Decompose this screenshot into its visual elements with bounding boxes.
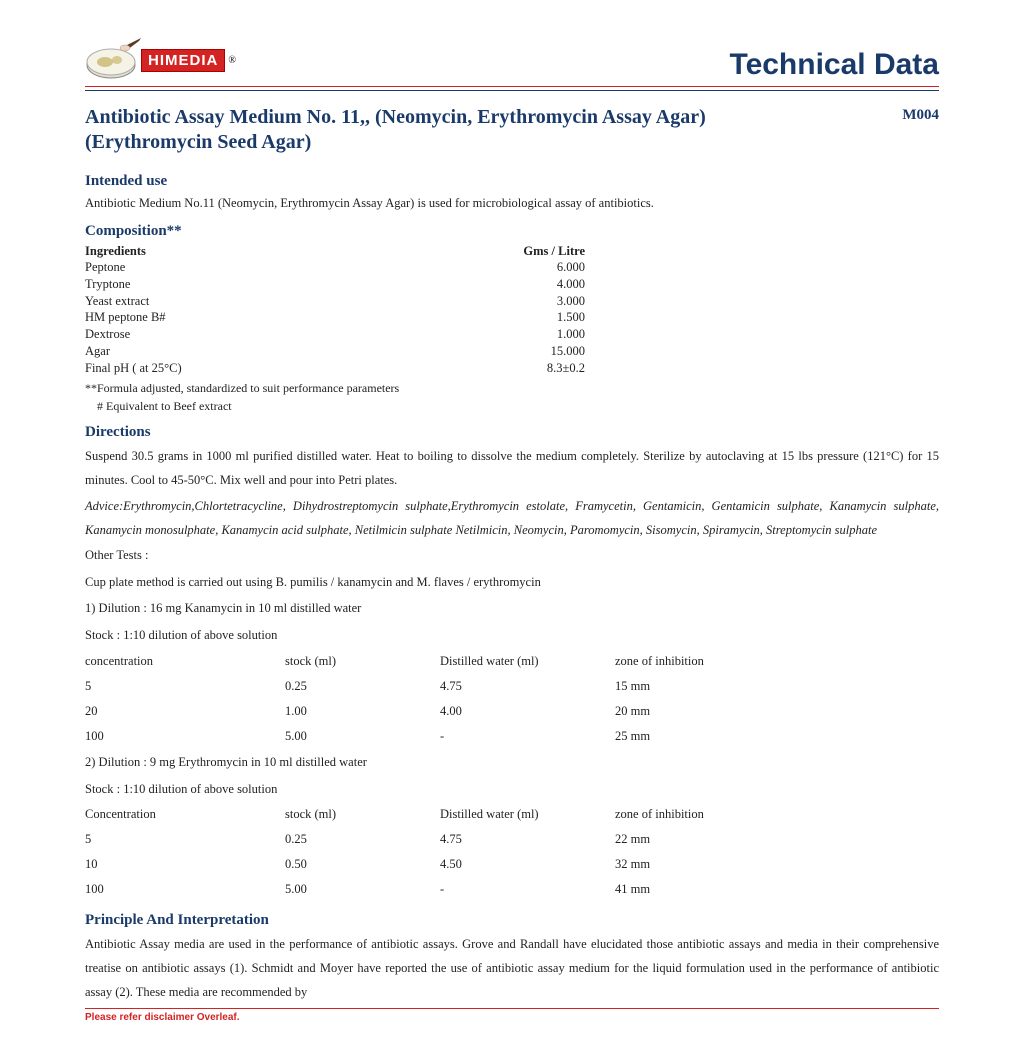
ingredient-value: 4.000 xyxy=(465,276,585,293)
dil2-conc: 100 xyxy=(85,877,285,902)
header-title: Technical Data xyxy=(729,48,939,82)
stock-1-label: Stock : 1:10 dilution of above solution xyxy=(85,626,939,645)
brand-name: HIMEDIA xyxy=(141,49,225,72)
dil1-zone: 15 mm xyxy=(615,674,765,699)
footer-disclaimer: Please refer disclaimer Overleaf. xyxy=(85,1012,939,1023)
dil2-row: 100.504.5032 mm xyxy=(85,852,939,877)
section-intended-use: Intended use xyxy=(85,173,939,190)
ingredient-value: 15.000 xyxy=(465,343,585,360)
dil1-h-water: Distilled water (ml) xyxy=(440,649,615,674)
dil2-h-water: Distilled water (ml) xyxy=(440,802,615,827)
dil2-water: 4.75 xyxy=(440,827,615,852)
dil2-zone: 22 mm xyxy=(615,827,765,852)
dil2-conc: 10 xyxy=(85,852,285,877)
header: HIMEDIA ® Technical Data xyxy=(85,38,939,82)
document-code: M004 xyxy=(902,107,939,124)
ingredient-value: 6.000 xyxy=(465,259,585,276)
dilution-table-2: Concentration stock (ml) Distilled water… xyxy=(85,802,939,902)
ingredient-name: Final pH ( at 25°C) xyxy=(85,360,465,377)
composition-header: Ingredients Gms / Litre xyxy=(85,244,939,259)
dil1-zone: 20 mm xyxy=(615,699,765,724)
page-container: HIMEDIA ® Technical Data Antibiotic Assa… xyxy=(0,0,1024,1043)
dil2-zone: 41 mm xyxy=(615,877,765,902)
composition-table: Ingredients Gms / Litre Peptone6.000Tryp… xyxy=(85,244,939,377)
dil1-conc: 5 xyxy=(85,674,285,699)
dil1-conc: 20 xyxy=(85,699,285,724)
logo-block: HIMEDIA ® xyxy=(85,38,236,82)
dilution-2-label: 2) Dilution : 9 mg Erythromycin in 10 ml… xyxy=(85,753,939,772)
dil2-row: 50.254.7522 mm xyxy=(85,827,939,852)
dil1-stock: 5.00 xyxy=(285,724,440,749)
dil2-h-conc: Concentration xyxy=(85,802,285,827)
dil1-stock: 1.00 xyxy=(285,699,440,724)
cup-plate-text: Cup plate method is carried out using B.… xyxy=(85,573,939,592)
dil1-row: 1005.00-25 mm xyxy=(85,724,939,749)
directions-body: Suspend 30.5 grams in 1000 ml purified d… xyxy=(85,445,939,493)
ingredient-name: HM peptone B# xyxy=(85,309,465,326)
dil1-water: 4.75 xyxy=(440,674,615,699)
dil1-header: concentration stock (ml) Distilled water… xyxy=(85,649,939,674)
dil2-stock: 0.50 xyxy=(285,852,440,877)
ingredient-name: Tryptone xyxy=(85,276,465,293)
composition-note-1: **Formula adjusted, standardized to suit… xyxy=(85,379,939,397)
composition-row: Dextrose1.000 xyxy=(85,326,939,343)
ingredient-value: 8.3±0.2 xyxy=(465,360,585,377)
dil1-water: - xyxy=(440,724,615,749)
title-row: Antibiotic Assay Medium No. 11,, (Neomyc… xyxy=(85,101,939,163)
principle-body: Antibiotic Assay media are used in the p… xyxy=(85,933,939,1004)
dil2-water: 4.50 xyxy=(440,852,615,877)
divider-blue xyxy=(85,90,939,91)
dil2-header: Concentration stock (ml) Distilled water… xyxy=(85,802,939,827)
intended-use-body: Antibiotic Medium No.11 (Neomycin, Eryth… xyxy=(85,194,939,213)
dil1-conc: 100 xyxy=(85,724,285,749)
dil1-stock: 0.25 xyxy=(285,674,440,699)
composition-row: Final pH ( at 25°C)8.3±0.2 xyxy=(85,360,939,377)
stock-2-label: Stock : 1:10 dilution of above solution xyxy=(85,780,939,799)
dil1-h-zone: zone of inhibition xyxy=(615,649,765,674)
registered-mark: ® xyxy=(228,55,236,66)
dil2-h-zone: zone of inhibition xyxy=(615,802,765,827)
section-principle: Principle And Interpretation xyxy=(85,912,939,929)
col-ingredients: Ingredients xyxy=(85,244,465,259)
ingredient-name: Agar xyxy=(85,343,465,360)
dil1-row: 50.254.7515 mm xyxy=(85,674,939,699)
other-tests-label: Other Tests : xyxy=(85,546,939,565)
dil2-stock: 0.25 xyxy=(285,827,440,852)
composition-row: Peptone6.000 xyxy=(85,259,939,276)
dil2-row: 1005.00-41 mm xyxy=(85,877,939,902)
dil2-stock: 5.00 xyxy=(285,877,440,902)
dil1-water: 4.00 xyxy=(440,699,615,724)
advice-text: Advice:Erythromycin,Chlortetracycline, D… xyxy=(85,495,939,543)
petri-dish-icon xyxy=(85,38,145,82)
dilution-table-1: concentration stock (ml) Distilled water… xyxy=(85,649,939,749)
composition-row: Tryptone4.000 xyxy=(85,276,939,293)
dil1-row: 201.004.0020 mm xyxy=(85,699,939,724)
dil1-h-stock: stock (ml) xyxy=(285,649,440,674)
dilution-1-label: 1) Dilution : 16 mg Kanamycin in 10 ml d… xyxy=(85,599,939,618)
composition-note-2: # Equivalent to Beef extract xyxy=(97,399,939,414)
composition-row: Yeast extract3.000 xyxy=(85,293,939,310)
dil2-water: - xyxy=(440,877,615,902)
ingredient-value: 1.500 xyxy=(465,309,585,326)
section-directions: Directions xyxy=(85,424,939,441)
divider-red xyxy=(85,86,939,87)
ingredient-value: 1.000 xyxy=(465,326,585,343)
ingredient-name: Dextrose xyxy=(85,326,465,343)
composition-row: HM peptone B#1.500 xyxy=(85,309,939,326)
ingredient-name: Yeast extract xyxy=(85,293,465,310)
ingredient-name: Peptone xyxy=(85,259,465,276)
document-title: Antibiotic Assay Medium No. 11,, (Neomyc… xyxy=(85,105,725,155)
footer-divider xyxy=(85,1008,939,1009)
dil1-zone: 25 mm xyxy=(615,724,765,749)
dil2-h-stock: stock (ml) xyxy=(285,802,440,827)
dil2-conc: 5 xyxy=(85,827,285,852)
section-composition: Composition** xyxy=(85,223,939,240)
ingredient-value: 3.000 xyxy=(465,293,585,310)
col-gms: Gms / Litre xyxy=(465,244,585,259)
composition-row: Agar15.000 xyxy=(85,343,939,360)
dil1-h-conc: concentration xyxy=(85,649,285,674)
brand-logo: HIMEDIA ® xyxy=(141,49,236,72)
dil2-zone: 32 mm xyxy=(615,852,765,877)
